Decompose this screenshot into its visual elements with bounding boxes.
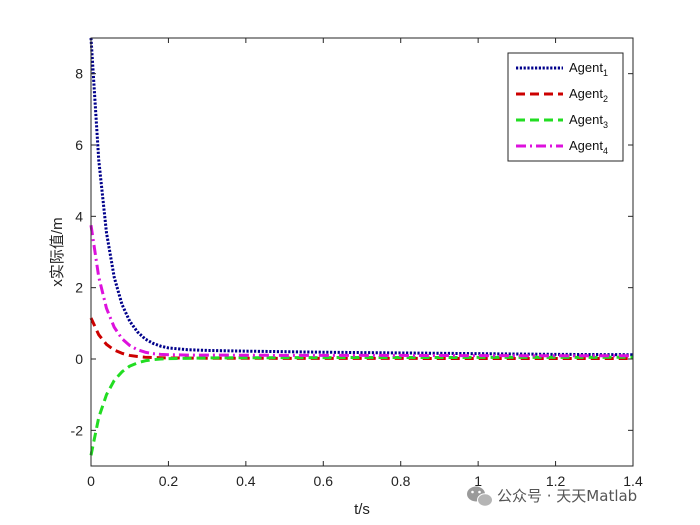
series-layer — [89, 37, 634, 456]
wechat-icon — [467, 486, 493, 507]
x-tick-label: 0.2 — [159, 473, 179, 489]
y-tick-label: 2 — [75, 280, 83, 296]
legend-label-2: Agent2 — [569, 86, 608, 104]
x-tick-label: 1.4 — [623, 473, 643, 489]
ticks-layer: 0 0.2 0.4 0.6 0.8 1 1.2 1.4 -2 0 2 4 6 8 — [71, 38, 643, 489]
legend-box — [507, 52, 624, 162]
y-tick-label: 6 — [75, 137, 83, 153]
watermark-text: 公众号 · 天天Matlab — [497, 487, 637, 505]
series-line-1 — [89, 37, 634, 357]
legend-label-1: Agent1 — [569, 60, 608, 78]
x-tick-label: 0.4 — [236, 473, 256, 489]
x-tick-label: 1 — [474, 473, 482, 489]
y-tick-label: 4 — [75, 208, 83, 224]
x-axis-label: t/s — [354, 501, 370, 518]
x-tick-label: 1.2 — [546, 473, 566, 489]
y-tick-label: -2 — [71, 422, 84, 438]
plot-frame — [90, 37, 634, 467]
legend: Agent1 Agent2 Agent3 Agent4 — [507, 52, 624, 162]
x-tick-label: 0.6 — [314, 473, 334, 489]
legend-label-4: Agent4 — [569, 138, 608, 156]
y-tick-label: 8 — [75, 66, 83, 82]
legend-label-3: Agent3 — [569, 112, 608, 130]
series-line-3 — [89, 355, 634, 456]
y-tick-label: 0 — [75, 351, 83, 367]
x-tick-label: 0.8 — [391, 473, 411, 489]
y-axis-label: x实际值/m — [49, 217, 66, 286]
x-tick-label: 0 — [87, 473, 95, 489]
watermark: 公众号 · 天天Matlab — [467, 486, 637, 507]
series-line-4 — [89, 225, 633, 358]
